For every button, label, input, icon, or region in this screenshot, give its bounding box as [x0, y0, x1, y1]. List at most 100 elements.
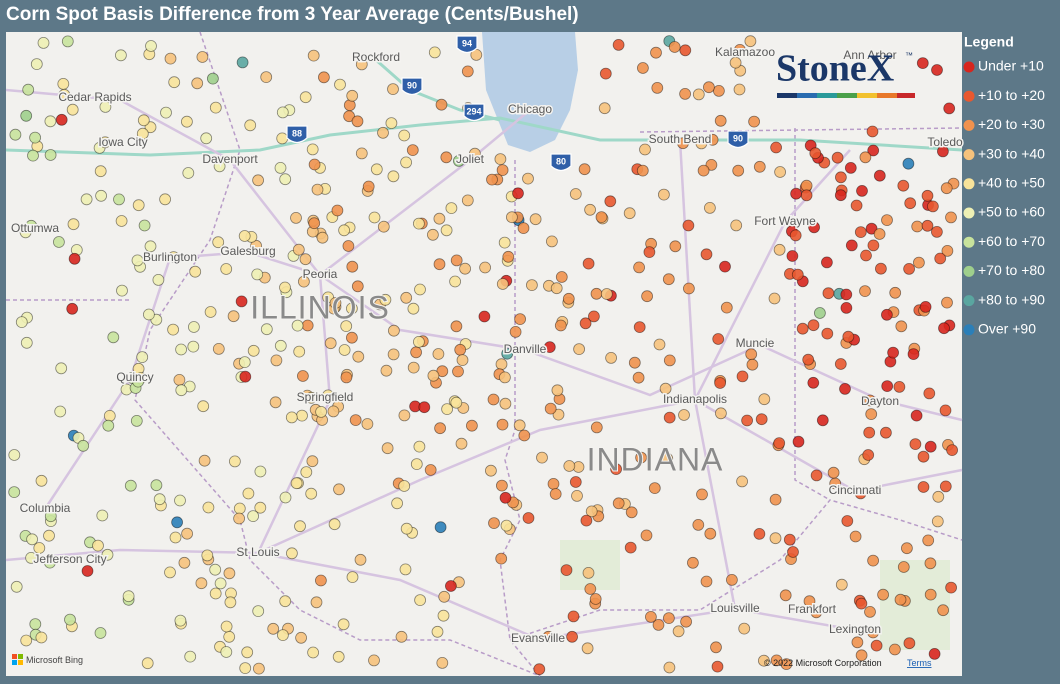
site-marker	[305, 391, 318, 404]
site-marker	[213, 160, 226, 173]
site-marker	[198, 454, 211, 467]
site-marker	[827, 466, 840, 479]
site-marker	[141, 657, 154, 670]
site-marker	[924, 557, 937, 570]
site-marker	[260, 323, 273, 336]
site-marker	[468, 147, 481, 160]
site-marker	[450, 396, 463, 409]
legend-swatch	[963, 324, 975, 336]
site-marker	[352, 350, 365, 363]
site-marker	[142, 308, 155, 321]
site-marker	[590, 287, 603, 300]
site-marker	[412, 217, 425, 230]
site-marker	[770, 654, 783, 667]
site-marker	[567, 610, 580, 623]
place-label: Galesburg	[220, 244, 275, 258]
site-marker	[150, 479, 163, 492]
site-marker	[351, 115, 364, 128]
site-marker	[865, 222, 878, 235]
place-label: Danville	[504, 342, 547, 356]
site-marker	[659, 382, 672, 395]
site-marker	[881, 380, 894, 393]
site-marker	[641, 290, 653, 303]
site-marker	[436, 657, 449, 669]
site-marker	[612, 497, 625, 510]
site-marker	[398, 480, 411, 492]
site-marker	[542, 630, 555, 643]
site-marker	[810, 606, 823, 619]
site-marker	[682, 219, 695, 232]
site-marker	[590, 421, 603, 434]
legend-label: +50 to +60	[978, 204, 1045, 220]
site-marker	[58, 88, 71, 101]
site-marker	[380, 364, 393, 377]
site-marker	[202, 501, 215, 514]
site-marker	[64, 613, 76, 626]
site-marker	[379, 293, 392, 306]
site-marker	[704, 527, 717, 540]
site-marker	[317, 71, 330, 84]
site-marker	[236, 56, 249, 69]
site-marker	[501, 347, 514, 360]
site-marker	[94, 165, 107, 178]
site-marker	[434, 521, 447, 534]
logo-bar	[877, 93, 897, 98]
site-marker	[624, 541, 637, 554]
highway-shield	[286, 125, 308, 144]
site-marker	[296, 370, 309, 382]
site-marker	[233, 502, 246, 515]
site-marker	[550, 282, 563, 295]
site-marker	[860, 249, 872, 262]
site-marker	[903, 637, 916, 650]
site-marker	[387, 83, 399, 95]
legend-label: +10 to +20	[978, 87, 1045, 103]
site-marker	[633, 321, 646, 334]
site-marker	[864, 394, 876, 407]
site-marker	[290, 477, 303, 490]
site-marker	[678, 409, 690, 421]
site-marker	[340, 371, 353, 384]
site-marker	[66, 302, 79, 315]
site-marker	[809, 147, 822, 160]
site-marker	[201, 549, 214, 562]
site-marker	[428, 46, 441, 59]
place-label: Quincy	[116, 370, 153, 384]
site-marker	[228, 455, 241, 468]
site-marker	[680, 615, 692, 628]
site-marker	[710, 641, 722, 654]
site-marker	[167, 323, 180, 336]
site-marker	[131, 254, 144, 267]
site-marker	[470, 49, 483, 61]
place-label: Dayton	[861, 394, 899, 408]
site-marker	[486, 173, 498, 186]
site-marker	[780, 658, 793, 670]
place-label: Fort Wayne	[754, 214, 816, 228]
state-border	[639, 127, 961, 133]
site-marker	[546, 235, 558, 248]
site-marker	[387, 170, 400, 183]
site-marker	[901, 542, 913, 555]
site-marker	[854, 226, 867, 239]
site-marker	[55, 113, 68, 126]
site-marker	[355, 147, 368, 160]
terms-link[interactable]: Terms	[907, 658, 932, 668]
site-marker	[668, 41, 681, 53]
site-marker	[418, 401, 431, 414]
site-marker	[296, 409, 308, 422]
site-marker	[842, 330, 855, 343]
site-marker	[220, 263, 233, 275]
site-marker	[138, 219, 151, 232]
site-marker	[946, 444, 958, 457]
site-marker	[33, 542, 46, 554]
site-marker	[307, 646, 320, 659]
site-marker	[15, 316, 28, 329]
site-marker	[465, 419, 478, 432]
site-marker	[223, 630, 236, 643]
site-marker	[254, 501, 267, 514]
site-marker	[260, 71, 273, 83]
site-marker	[509, 325, 522, 338]
site-marker	[692, 519, 705, 531]
site-marker	[746, 358, 759, 371]
site-marker	[269, 396, 282, 409]
place-label: Frankfort	[788, 602, 837, 616]
